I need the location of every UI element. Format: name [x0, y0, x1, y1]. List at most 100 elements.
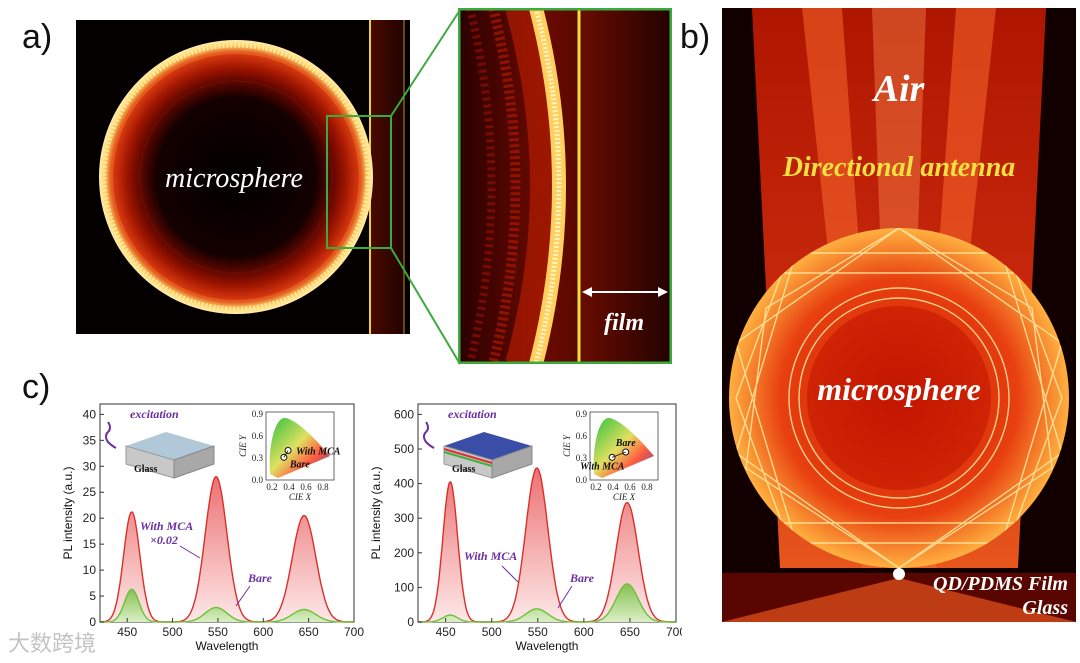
x-tick-label: 600 — [574, 625, 594, 639]
cie-x-label: CIE X — [613, 492, 636, 502]
glass-b-label: Glass — [1022, 597, 1068, 619]
x-tick-label: 600 — [253, 625, 273, 639]
cie-point-label: With MCA — [580, 461, 625, 472]
panel-a-simulation: microsphere — [76, 20, 410, 334]
series-area-0 — [418, 468, 676, 622]
excitation-wave-icon — [423, 421, 435, 449]
y-tick-label: 40 — [83, 407, 97, 421]
cie-y-tick: 0.9 — [252, 409, 264, 419]
y-tick-label: 25 — [83, 485, 97, 499]
cie-point — [284, 447, 292, 455]
x-tick-label: 450 — [436, 625, 456, 639]
x-tick-label: 450 — [117, 625, 137, 639]
cie-y-tick: 0.0 — [252, 475, 264, 485]
series-area-1 — [100, 589, 354, 622]
cie-x-tick: 0.2 — [590, 482, 601, 492]
x-tick-label: 550 — [208, 625, 228, 639]
cie-x-label: CIE X — [289, 492, 312, 502]
film-b-label: QD/PDMS Film — [933, 573, 1068, 595]
cie-y-label: CIE Y — [238, 434, 248, 457]
cie-x-tick: 0.8 — [317, 482, 329, 492]
excitation-label: excitation — [130, 407, 179, 421]
panel-label-a: a) — [22, 18, 53, 56]
glass-label: Glass — [452, 464, 475, 475]
cie-point — [280, 453, 288, 461]
film-label: film — [604, 310, 644, 336]
cie-y-tick: 0.6 — [576, 431, 588, 441]
bare-label: Bare — [247, 571, 273, 585]
zoom-box — [326, 115, 392, 249]
cie-y-label: CIE Y — [562, 434, 572, 457]
x-axis-label: Wavelength — [516, 639, 579, 653]
cie-y-tick: 0.9 — [576, 409, 588, 419]
x-tick-label: 700 — [666, 625, 682, 639]
microsphere-b-label: microsphere — [817, 371, 981, 407]
y-tick-label: 300 — [394, 511, 414, 525]
y-tick-label: 0 — [407, 615, 414, 629]
microsphere-label: microsphere — [165, 163, 303, 194]
cie-inset: Bare With MCA 0.2 0.4 0.6 0.8 0.0 0.3 0.6 0.9 CIE … — [562, 409, 659, 502]
with-mca-label: With MCA — [140, 519, 193, 533]
y-tick-label: 10 — [83, 563, 97, 577]
cie-x-tick: 0.6 — [624, 482, 636, 492]
cie-y-tick: 0.6 — [252, 431, 264, 441]
y-tick-label: 200 — [394, 546, 414, 560]
cie-point-label: Bare — [289, 459, 311, 470]
watermark: 大数跨境 — [8, 632, 97, 657]
cie-point-label: With MCA — [296, 447, 341, 458]
excitation-label: excitation — [448, 407, 497, 421]
x-tick-label: 500 — [163, 625, 183, 639]
cie-gamut — [593, 417, 654, 478]
y-tick-label: 5 — [89, 589, 96, 603]
series-line-0 — [418, 467, 676, 623]
x-tick-label: 650 — [620, 625, 640, 639]
series-line-1 — [100, 588, 354, 623]
y-axis-label: PL intensity (a.u.) — [61, 467, 75, 560]
cie-x-tick: 0.4 — [283, 482, 295, 492]
panel-b-antenna: Air Directional antenna microsphere QD/P… — [722, 8, 1076, 622]
cie-y-tick: 0.0 — [576, 475, 588, 485]
cie-x-tick: 0.8 — [641, 482, 653, 492]
y-tick-label: 600 — [394, 407, 414, 421]
panel-a-zoom: film — [458, 8, 672, 364]
bare-label: Bare — [569, 571, 595, 585]
y-axis-label: PL intensity (a.u.) — [369, 467, 383, 560]
x-tick-label: 550 — [528, 625, 548, 639]
y-tick-label: 15 — [83, 537, 97, 551]
y-tick-label: 20 — [83, 511, 97, 525]
x-axis-label: Wavelength — [196, 639, 259, 653]
cie-gamut — [269, 417, 330, 478]
cie-point — [622, 448, 630, 456]
air-label: Air — [872, 68, 926, 110]
zoom-connectors — [390, 9, 461, 365]
series-area-0 — [100, 476, 354, 622]
y-tick-label: 400 — [394, 477, 414, 491]
glass-front-icon — [491, 445, 533, 479]
panel-label-b: b) — [680, 18, 711, 56]
pl-chart-right: 4505005506006507000100200300400500600Wav… — [369, 403, 682, 653]
scale-label: ×0.02 — [150, 533, 178, 547]
pl-chart-left: 450 500 550 600 650 700 0 5 10 15 20 25 30 35 40 Wavele… — [61, 403, 364, 653]
x-tick-label: 700 — [344, 625, 364, 639]
glass-label: Glass — [134, 464, 157, 475]
cie-y-tick: 0.3 — [576, 453, 588, 463]
with-mca-label: With MCA — [464, 549, 517, 563]
series-line-0 — [100, 475, 354, 623]
series-area-1 — [418, 583, 676, 622]
cie-point-label: Bare — [615, 438, 637, 449]
film-top-icon — [126, 432, 214, 460]
y-tick-label: 100 — [394, 580, 414, 594]
y-tick-label: 500 — [394, 442, 414, 456]
film-top-icon — [444, 432, 532, 460]
cie-x-tick: 0.6 — [300, 482, 312, 492]
cie-x-tick: 0.4 — [607, 482, 619, 492]
y-tick-label: 30 — [83, 459, 97, 473]
excitation-wave-icon — [105, 421, 117, 449]
cie-x-tick: 0.2 — [266, 482, 277, 492]
directional-antenna-label: Directional antenna — [782, 152, 1016, 183]
series-line-1 — [418, 583, 676, 623]
panel-label-c: c) — [22, 368, 51, 406]
x-tick-label: 500 — [482, 625, 502, 639]
y-tick-label: 0 — [89, 615, 96, 629]
